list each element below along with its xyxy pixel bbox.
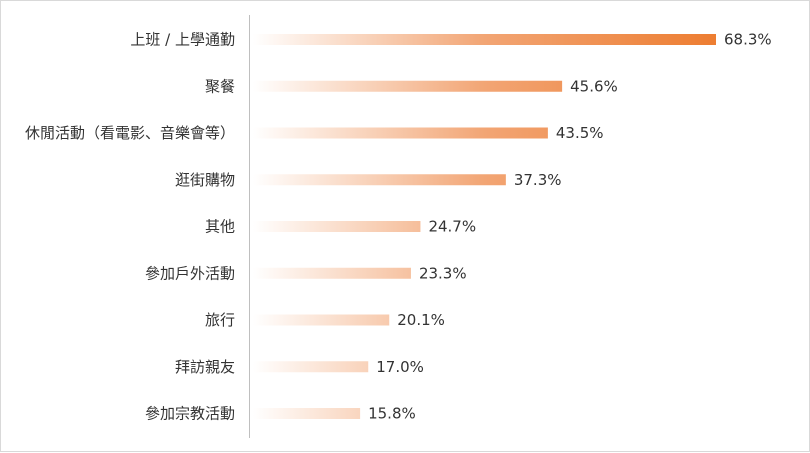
category-label-5: 參加戶外活動 (145, 264, 235, 282)
bar-4 (253, 221, 421, 232)
category-label-8: 參加宗教活動 (145, 405, 235, 423)
value-label-6: 20.1% (397, 311, 445, 329)
bars-group: 上班 / 上學通勤 68.3% 聚餐 45.6% 休閒活動（看電影、音樂會等） 43.5%… (25, 31, 772, 423)
value-label-4: 24.7% (428, 218, 476, 236)
bar-3 (253, 174, 506, 186)
bar-7 (253, 361, 369, 373)
category-label-6: 旅行 (205, 311, 235, 329)
value-label-7: 17.0% (376, 358, 424, 376)
value-label-1: 45.6% (570, 77, 618, 95)
value-label-2: 43.5% (556, 124, 604, 142)
category-label-0: 上班 / 上學通勤 (130, 31, 235, 49)
value-label-8: 15.8% (368, 405, 416, 423)
value-label-3: 37.3% (514, 171, 562, 189)
category-label-1: 聚餐 (205, 77, 235, 95)
bar-6 (253, 314, 390, 326)
category-label-7: 拜訪親友 (175, 358, 235, 376)
bar-5 (253, 267, 411, 279)
bar-2 (253, 127, 548, 139)
category-label-3: 逛街購物 (175, 171, 235, 189)
value-label-5: 23.3% (419, 264, 467, 282)
bar-0 (253, 34, 716, 45)
category-label-4: 其他 (205, 218, 235, 236)
bar-1 (253, 80, 563, 92)
category-label-2: 休閒活動（看電影、音樂會等） (25, 124, 235, 142)
bar-8 (253, 408, 361, 419)
value-label-0: 68.3% (724, 31, 772, 49)
